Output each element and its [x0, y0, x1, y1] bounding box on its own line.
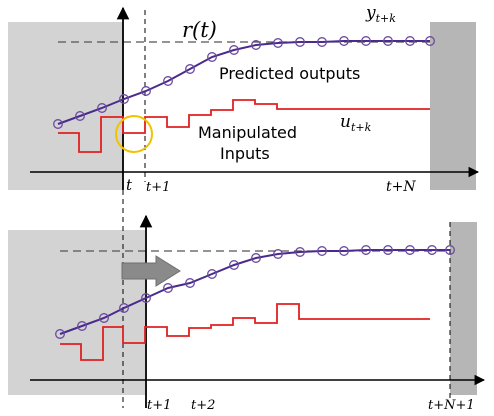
output-marker — [229, 45, 239, 55]
top-past-region — [8, 22, 123, 190]
output-marker — [119, 94, 129, 104]
bottom-output-markers — [55, 245, 455, 339]
top-panel: r(t) yt+k Predicted outputs ut+k Manipul… — [8, 3, 480, 195]
output-marker — [163, 76, 173, 86]
output-marker — [361, 245, 371, 255]
output-marker — [339, 246, 349, 256]
output-marker — [207, 52, 217, 62]
shift-forward-arrow — [121, 255, 181, 287]
top-tick-t: t — [126, 176, 133, 194]
top-output-markers — [53, 36, 435, 129]
output-marker — [295, 37, 305, 47]
output-marker — [75, 111, 85, 121]
output-marker — [273, 38, 283, 48]
output-marker — [55, 329, 65, 339]
output-marker — [207, 269, 217, 279]
output-marker — [361, 36, 371, 46]
manipulated-label: Manipulated — [198, 123, 297, 142]
top-manipulated-inputs — [58, 99, 430, 153]
output-marker — [425, 36, 435, 46]
output-marker — [163, 283, 173, 293]
output-marker — [383, 36, 393, 46]
output-marker — [317, 37, 327, 47]
output-label: yt+k — [365, 3, 396, 25]
output-marker — [427, 245, 437, 255]
output-marker — [97, 103, 107, 113]
output-marker — [53, 119, 63, 129]
current-input-highlight — [115, 115, 153, 153]
bottom-tick-t-plus-n-plus-1: t+N+1 — [428, 398, 475, 413]
output-marker — [405, 36, 415, 46]
output-marker — [405, 245, 415, 255]
output-marker — [445, 245, 455, 255]
output-marker — [339, 36, 349, 46]
output-marker — [185, 64, 195, 74]
output-marker — [119, 303, 129, 313]
output-marker — [141, 293, 151, 303]
output-marker — [295, 247, 305, 257]
top-tick-t-plus-n: t+N — [386, 179, 416, 195]
output-marker — [383, 245, 393, 255]
top-future-region — [430, 22, 476, 190]
input-label: ut+k — [340, 112, 372, 134]
output-marker — [77, 321, 87, 331]
output-marker — [99, 313, 109, 323]
predicted-outputs-label: Predicted outputs — [219, 64, 360, 83]
top-tick-t-plus-1: t+1 — [146, 180, 170, 195]
output-marker — [251, 253, 261, 263]
output-marker — [229, 260, 239, 270]
bottom-manipulated-inputs — [60, 303, 430, 361]
reference-label: r(t) — [182, 18, 217, 42]
output-marker — [251, 40, 261, 50]
bottom-predicted-output-curve — [59, 249, 450, 335]
output-marker — [317, 246, 327, 256]
output-marker — [273, 249, 283, 259]
output-marker — [141, 86, 151, 96]
inputs-label: Inputs — [220, 144, 270, 163]
bottom-tick-t-plus-1: t+1 — [147, 398, 171, 413]
bottom-panel: t+1 t+2 t+N+1 — [8, 190, 486, 413]
output-marker — [185, 278, 195, 288]
bottom-tick-t-plus-2: t+2 — [191, 398, 215, 413]
